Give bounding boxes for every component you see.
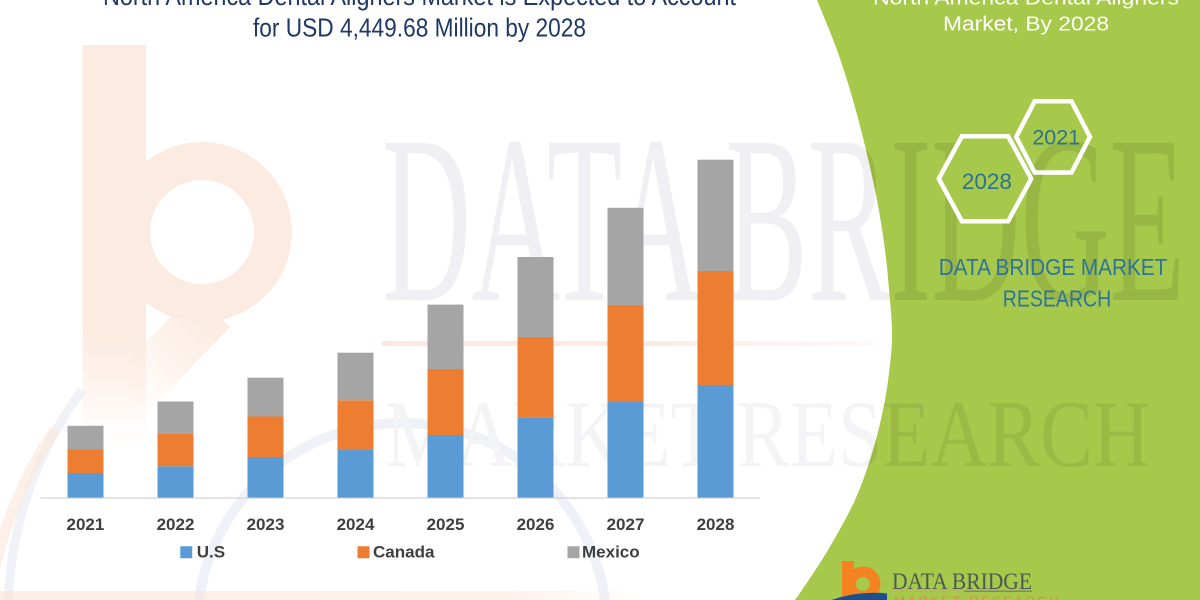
svg-text:2024: 2024 (337, 515, 375, 534)
svg-text:2021: 2021 (66, 515, 104, 534)
svg-text:2023: 2023 (247, 515, 285, 534)
svg-text:2021: 2021 (1032, 126, 1080, 150)
svg-text:U.S: U.S (197, 543, 225, 562)
svg-text:Canada: Canada (373, 543, 435, 562)
svg-text:2025: 2025 (427, 515, 465, 534)
svg-text:2028: 2028 (962, 169, 1012, 194)
svg-text:MARKET RESEARCH: MARKET RESEARCH (894, 594, 1061, 600)
svg-text:DATA BRIDGE MARKET: DATA BRIDGE MARKET (939, 254, 1168, 280)
svg-text:DATA BRIDGE: DATA BRIDGE (892, 569, 1032, 594)
svg-text:Market, By 2028: Market, By 2028 (943, 14, 1109, 36)
svg-text:2022: 2022 (157, 515, 195, 534)
svg-text:RESEARCH: RESEARCH (1003, 286, 1112, 312)
svg-text:North America Dental Aligners: North America Dental Aligners Market is … (103, 0, 737, 11)
svg-text:2027: 2027 (607, 515, 645, 534)
svg-text:2028: 2028 (697, 515, 735, 534)
svg-text:for USD 4,449.68 Million by 20: for USD 4,449.68 Million by 2028 (253, 13, 586, 43)
svg-text:2026: 2026 (517, 515, 555, 534)
svg-text:North America Dental Aligners: North America Dental Aligners (873, 0, 1179, 9)
svg-text:Mexico: Mexico (582, 543, 640, 562)
